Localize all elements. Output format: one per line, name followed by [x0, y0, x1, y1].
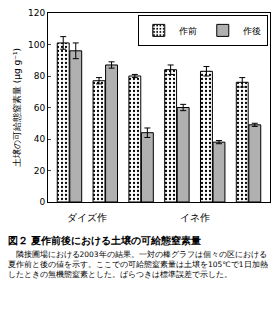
html-text:図２ 夏作前後における土壌の可給態窒素量: 図２ 夏作前後における土壌の可給態窒素量 [8, 235, 202, 246]
svg-text:100: 100 [28, 40, 45, 50]
html-text:隣接圃場における2003年の結果。一対の棒グラフは個々の区に: 隣接圃場における2003年の結果。一対の棒グラフは個々の区における夏作前と後の値… [8, 250, 268, 279]
svg-text:0: 0 [39, 197, 45, 207]
svg-text:ダイズ作: ダイズ作 [67, 212, 107, 223]
svg-text:イネ作: イネ作 [180, 212, 210, 223]
svg-text:80: 80 [34, 71, 46, 81]
svg-text:120: 120 [28, 8, 45, 18]
svg-text:60: 60 [34, 103, 46, 113]
svg-text:土壌の可給態窒素量 (μg g⁻¹): 土壌の可給態窒素量 (μg g⁻¹) [12, 48, 22, 167]
svg-text:作前: 作前 [178, 26, 197, 36]
svg-text:作後: 作後 [242, 26, 261, 36]
svg-text:20: 20 [34, 166, 46, 176]
svg-text:40: 40 [34, 134, 46, 144]
